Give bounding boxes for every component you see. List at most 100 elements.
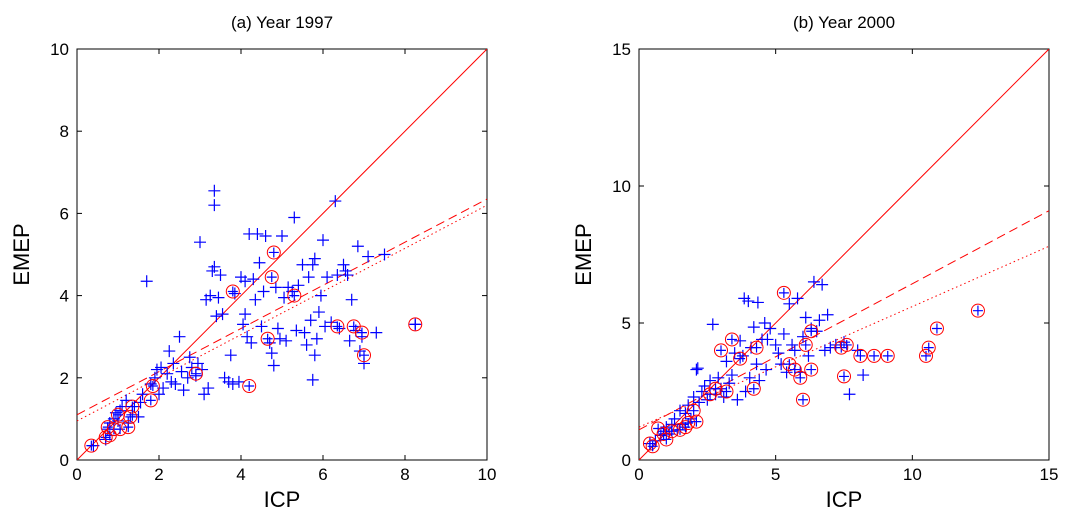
circle-marker [804,324,819,339]
circle-marker [84,438,99,453]
circle-marker [260,331,275,346]
fit-line-dashed [639,210,1049,431]
x-axis-label: ICP [826,487,863,512]
circle-marker [121,420,136,435]
plus-marker [690,363,703,376]
x-tick-label: 6 [318,465,327,484]
plus-marker [167,357,180,370]
plus-marker [148,371,161,384]
plus-marker [798,394,808,405]
circle-marker [839,337,854,352]
plus-marker [721,386,732,397]
plus-marker [308,349,321,362]
plus-marker [292,279,305,292]
circle-marker [796,392,810,407]
plus-marker [232,375,245,388]
plus-marker [153,388,165,401]
plus-marker [680,422,691,433]
plus-marker [314,289,327,302]
plus-marker [290,324,303,337]
plus-marker [269,281,282,294]
x-tick-label: 8 [400,465,409,484]
plus-marker [761,333,774,346]
circle-marker [782,357,797,372]
circle-marker [719,384,734,399]
plus-marker [257,285,270,298]
y-axis-label: EMEP [9,223,34,285]
plus-marker [163,345,176,358]
plus-marker [212,291,225,304]
x-tick-label: 5 [771,465,780,484]
plus-marker [198,388,211,401]
plus-marker [208,199,221,212]
plus-marker [321,271,334,284]
x-tick-label: 0 [72,465,81,484]
plus-marker [208,184,221,197]
plus-marker [249,293,262,306]
circle-marker [724,332,739,347]
plus-marker [345,293,358,306]
plus-marker [259,230,272,243]
circle-marker [689,414,704,429]
plus-marker [841,339,852,350]
plus-marker [224,349,237,362]
x-tick-label: 0 [634,465,643,484]
y-tick-label: 8 [60,122,69,141]
x-axis-label: ICP [264,487,301,512]
plus-marker [661,434,672,445]
plus-marker [378,248,391,261]
circle-marker [143,393,158,408]
fit-line-solid [77,49,487,460]
plus-marker [712,371,725,384]
x-tick-label: 15 [1040,465,1059,484]
plus-marker [791,292,804,305]
plus-marker [113,409,123,420]
circle-marker [703,387,718,402]
fit-line-solid [639,49,1049,460]
plus-marker [262,333,273,344]
plus-marker [306,373,319,386]
plus-marker [332,321,343,332]
plus-marker [747,321,760,334]
plus-marker [239,275,252,288]
plus-marker [784,359,795,370]
plus-marker [216,308,229,321]
plus-marker [777,327,790,340]
plus-marker [271,322,284,335]
plus-marker [786,338,799,351]
plus-marker [296,258,309,271]
plus-marker [688,405,699,416]
plus-marker [653,423,664,434]
plus-marker [183,351,196,364]
x-tick-label: 10 [478,465,497,484]
plus-marker [802,349,815,362]
plus-marker [687,390,700,403]
plus-marker [241,330,254,343]
plus-marker [743,371,756,384]
plus-marker [691,416,702,427]
circle-marker [125,399,140,414]
circle-marker [733,351,748,366]
plus-marker [780,366,793,379]
plus-marker [742,295,755,308]
plus-marker [720,355,733,368]
plus-marker [728,347,741,360]
y-tick-label: 10 [50,40,69,59]
plus-marker [788,344,801,357]
plus-marker [276,230,288,243]
y-tick-label: 0 [622,451,631,470]
plus-marker [795,372,806,383]
plus-marker [806,364,817,375]
plus-marker [348,321,359,332]
plus-marker [140,275,153,288]
plus-marker [190,368,201,379]
plus-marker [351,240,364,253]
panel-1: 0 2 4 6 8 10 0 2 4 6 8 10 (a) Year 1997 ICP EMEP [9,13,496,512]
plus-marker [317,234,329,247]
circle-marker [287,288,302,303]
plus-marker [691,362,704,375]
circle-marker [686,403,701,418]
plus-marker [268,247,279,258]
plus-marker [312,306,325,319]
